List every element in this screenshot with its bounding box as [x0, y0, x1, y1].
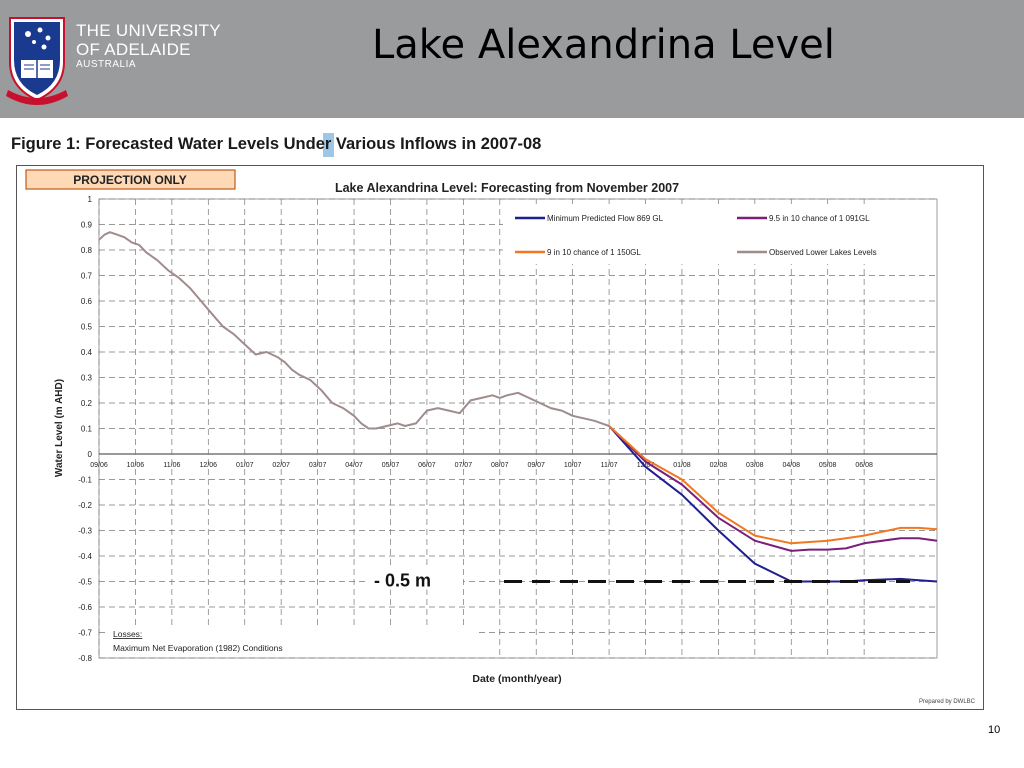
losses-title: Losses:: [113, 629, 142, 639]
x-tick-label: 06/07: [418, 462, 436, 469]
legend-label: Observed Lower Lakes Levels: [769, 248, 877, 257]
x-tick-label: 01/07: [236, 462, 254, 469]
x-tick-label: 04/07: [345, 462, 363, 469]
slide-title: Lake Alexandrina Level: [372, 22, 835, 68]
x-tick-label: 05/08: [819, 462, 837, 469]
legend-label: 9.5 in 10 chance of 1 091GL: [769, 214, 870, 223]
y-tick-label: 0.8: [81, 246, 93, 255]
chart-title: Lake Alexandrina Level: Forecasting from…: [335, 181, 679, 195]
y-tick-label: -0.8: [78, 654, 92, 663]
x-tick-label: 11/06: [163, 462, 180, 469]
x-tick-label: 08/07: [491, 462, 509, 469]
slide-header: THE UNIVERSITY OF ADELAIDE AUSTRALIA Lak…: [0, 0, 1024, 118]
projection-label: PROJECTION ONLY: [73, 173, 187, 187]
series-line: [608, 425, 938, 545]
series-line: [98, 231, 610, 430]
annotation-label-bg: [367, 567, 463, 590]
prepared-by: Prepared by DWLBC: [919, 699, 976, 705]
chart-frame: PROJECTION ONLY Lake Alexandrina Level: F…: [16, 165, 984, 710]
y-tick-label: -0.1: [78, 476, 92, 485]
projection-box: [25, 169, 236, 190]
y-tick-label: -0.4: [78, 552, 92, 561]
university-name-line1: THE UNIVERSITY: [76, 21, 221, 40]
y-tick-label: 0.7: [81, 272, 93, 281]
y-tick-label: -0.2: [78, 501, 92, 510]
legend-label: 9 in 10 chance of 1 150GL: [547, 248, 641, 257]
legend-box: [503, 204, 935, 264]
x-tick-label: 07/07: [455, 462, 473, 469]
x-axis-label: Date (month/year): [472, 673, 561, 685]
y-tick-label: 0.2: [81, 399, 93, 408]
line-chart: PROJECTION ONLY Lake Alexandrina Level: F…: [25, 169, 976, 705]
y-tick-label: -0.5: [78, 578, 92, 587]
x-tick-label: 02/07: [272, 462, 290, 469]
annotation-label: - 0.5 m: [374, 571, 431, 591]
x-tick-label: 09/06: [90, 462, 108, 469]
y-axis-label: Water Level (m AHD): [54, 379, 65, 477]
y-tick-label: -0.6: [78, 603, 92, 612]
x-tick-label: 12/06: [200, 462, 218, 469]
y-tick-label: 0: [88, 450, 93, 459]
x-tick-label: 03/08: [746, 462, 764, 469]
x-tick-label: 10/06: [127, 462, 145, 469]
x-tick-label: 09/07: [527, 462, 545, 469]
slide-number: 10: [988, 724, 1001, 736]
university-name-line3: AUSTRALIA: [76, 59, 137, 70]
university-crest-logo: [6, 17, 68, 105]
x-tick-label: 01/08: [673, 462, 691, 469]
y-tick-label: 0.5: [81, 323, 93, 332]
x-tick-label: 03/07: [309, 462, 327, 469]
y-tick-label: -0.7: [78, 629, 92, 638]
y-tick-label: -0.3: [78, 527, 92, 536]
losses-text: Maximum Net Evaporation (1982) Condition…: [113, 643, 283, 653]
series-line: [608, 425, 938, 583]
y-tick-label: 0.9: [81, 221, 93, 230]
figure-caption: Figure 1: Forecasted Water Levels Under …: [11, 135, 542, 153]
losses-box: [107, 626, 477, 656]
x-tick-label: 10/07: [564, 462, 582, 469]
y-tick-label: 0.6: [81, 297, 93, 306]
y-tick-label: 0.4: [81, 348, 93, 357]
legend-label: Minimum Predicted Flow 869 GL: [547, 214, 664, 223]
text-selection-highlight: [323, 133, 334, 157]
university-name-line2: OF ADELAIDE: [76, 40, 191, 59]
series-line: [608, 425, 938, 552]
y-tick-label: 0.1: [81, 425, 93, 434]
x-tick-label: 06/08: [855, 462, 873, 469]
x-tick-label: 05/07: [382, 462, 400, 469]
y-tick-label: 0.3: [81, 374, 93, 383]
x-tick-label: 04/08: [782, 462, 800, 469]
x-tick-label: 02/08: [710, 462, 728, 469]
y-tick-label: 1: [88, 195, 93, 204]
x-tick-label: 11/07: [601, 462, 618, 469]
